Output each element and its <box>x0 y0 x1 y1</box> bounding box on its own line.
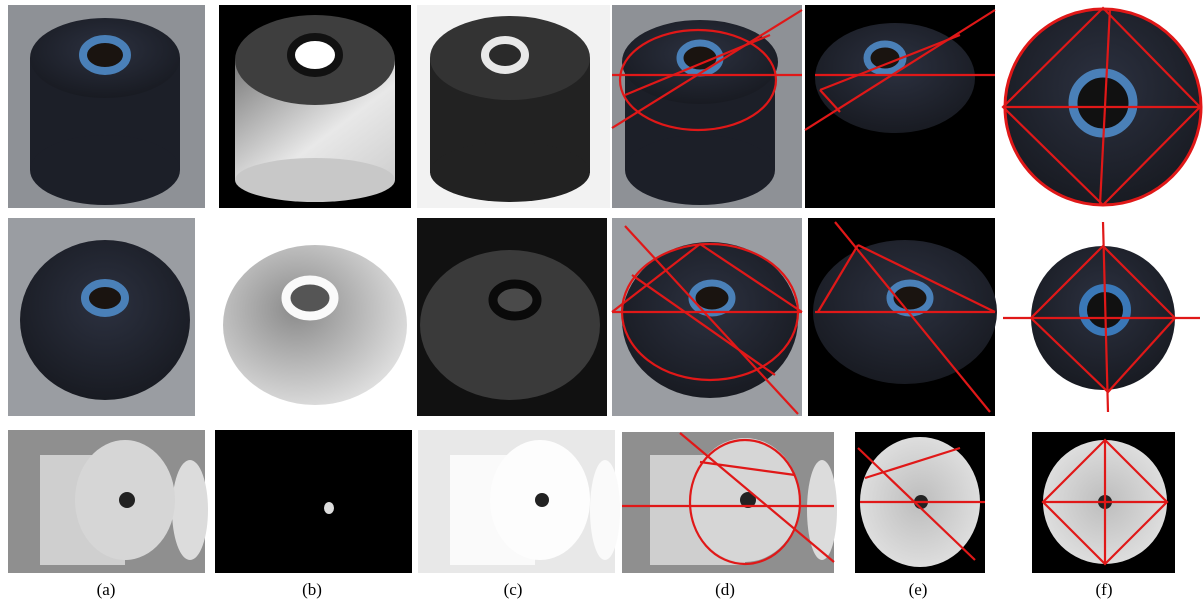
panel-f2 <box>1000 218 1200 416</box>
panel-label: (d) <box>715 580 735 599</box>
image-circle <box>535 493 549 507</box>
image-ellipse <box>807 460 837 560</box>
panel-d3 <box>622 432 837 573</box>
panel-e3 <box>855 432 985 573</box>
panel-c1 <box>417 5 610 208</box>
image-ellipse <box>324 502 334 514</box>
image-ellipse <box>20 240 190 400</box>
panel-b2 <box>219 218 411 416</box>
image-rect <box>215 430 412 573</box>
panel-label: (e) <box>909 580 928 599</box>
image-ellipse <box>485 40 525 70</box>
panel-d2 <box>612 218 802 416</box>
image-ellipse <box>286 280 334 316</box>
panel-label: (c) <box>504 580 523 599</box>
panel-c2 <box>417 218 607 416</box>
panel-label: (a) <box>97 580 116 599</box>
panel-b3 <box>215 430 412 573</box>
image-ellipse <box>30 135 180 205</box>
image-ellipse <box>692 283 732 313</box>
image-ellipse <box>622 242 798 398</box>
image-ellipse <box>83 39 127 71</box>
panel-c3 <box>418 430 620 573</box>
panel-f1 <box>1000 5 1201 208</box>
panel-b1 <box>219 5 411 208</box>
panel-a3 <box>8 430 208 573</box>
image-ellipse <box>867 44 903 72</box>
panel-label: (b) <box>302 580 322 599</box>
panel-f3 <box>1032 432 1175 573</box>
panel-d1 <box>612 5 802 208</box>
image-ellipse <box>420 250 600 400</box>
panel-label: (f) <box>1096 580 1113 599</box>
panel-a1 <box>8 5 205 208</box>
image-ellipse <box>590 460 620 560</box>
figure: (a) (b) (c) (d) (e) (f) <box>0 0 1203 607</box>
panel-e2 <box>808 218 997 416</box>
page: Figure panels {"panel_labels": ["(a)", "… <box>0 0 1203 607</box>
image-ellipse <box>85 283 125 313</box>
image-ellipse <box>493 284 537 316</box>
image-circle <box>119 492 135 508</box>
panel-a2 <box>8 218 195 416</box>
body: (a) (b) (c) (d) (e) (f) (() => { const d… <box>0 0 1203 607</box>
image-ellipse <box>235 158 395 202</box>
image-ellipse <box>172 460 208 560</box>
image-ellipse <box>625 135 775 205</box>
image-circle <box>1073 73 1133 133</box>
image-ellipse <box>291 37 339 73</box>
image-ellipse <box>430 142 590 202</box>
panel-e1 <box>805 5 995 208</box>
image-ellipse <box>223 245 407 405</box>
